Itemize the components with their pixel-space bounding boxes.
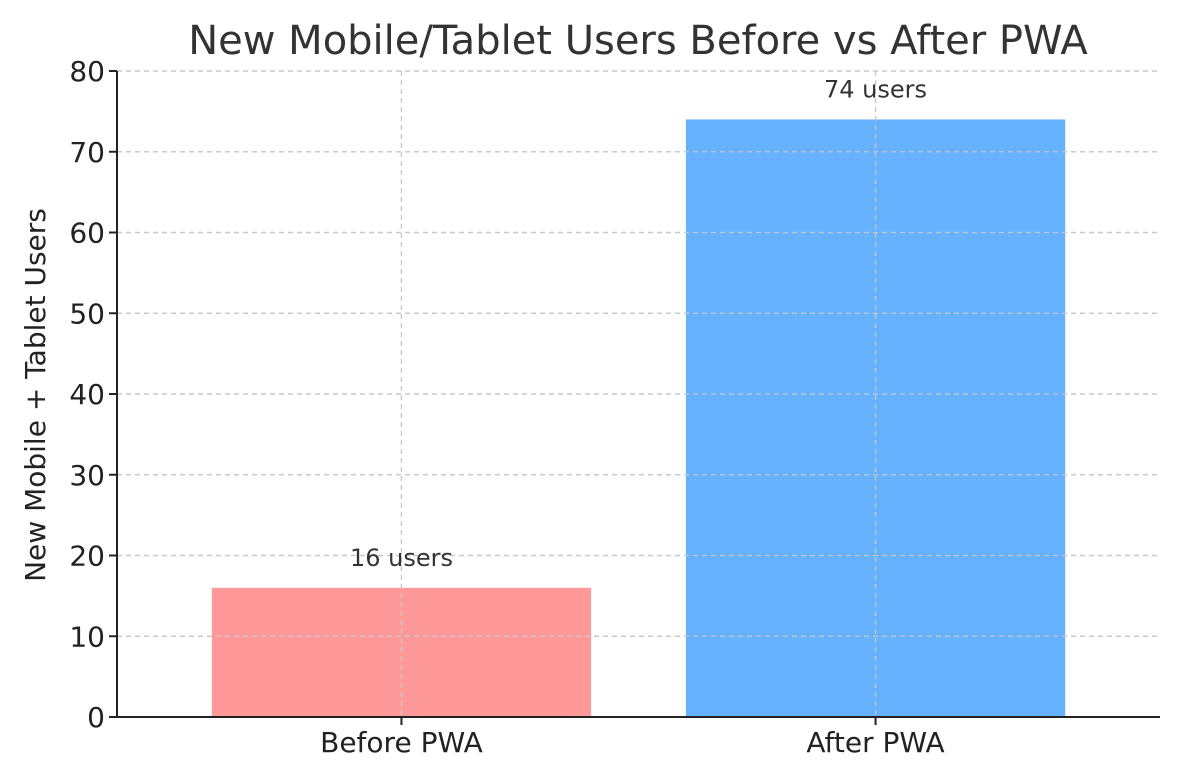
y-tick-label: 70 (69, 136, 105, 169)
bar-data-label: 16 users (350, 544, 453, 572)
x-tick-label: After PWA (806, 726, 944, 759)
bars-layer (117, 70, 1160, 717)
x-tick-label: Before PWA (320, 726, 483, 759)
y-tick-label: 80 (69, 55, 105, 88)
y-tick-label: 0 (87, 701, 105, 734)
chart-title: New Mobile/Tablet Users Before vs After … (188, 18, 1088, 64)
bar-before-pwa (211, 587, 592, 717)
y-tick-label: 40 (69, 378, 105, 411)
bar-data-label: 74 users (824, 75, 927, 103)
y-tick-label: 10 (69, 620, 105, 653)
y-tick-label: 30 (69, 459, 105, 492)
y-axis-label: New Mobile + Tablet Users (19, 208, 52, 582)
y-tick-label: 20 (69, 540, 105, 573)
axes-layer (109, 70, 1160, 725)
y-tick-label: 50 (69, 297, 105, 330)
y-tick-label: 60 (69, 217, 105, 250)
labels-layer: 0 10 20 30 40 50 60 70 80 16 users 74 users Before … (69, 55, 944, 759)
